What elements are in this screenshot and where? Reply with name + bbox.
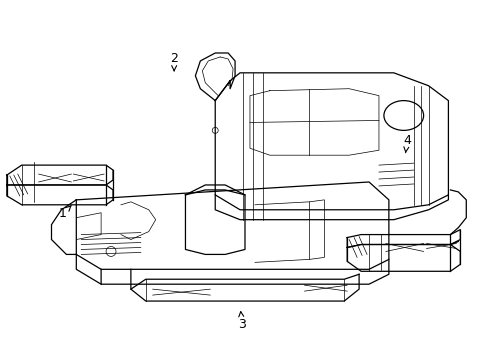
Text: 4: 4 [402,134,410,153]
Text: 3: 3 [238,312,245,331]
Text: 2: 2 [170,52,178,71]
Text: 1: 1 [59,206,71,220]
